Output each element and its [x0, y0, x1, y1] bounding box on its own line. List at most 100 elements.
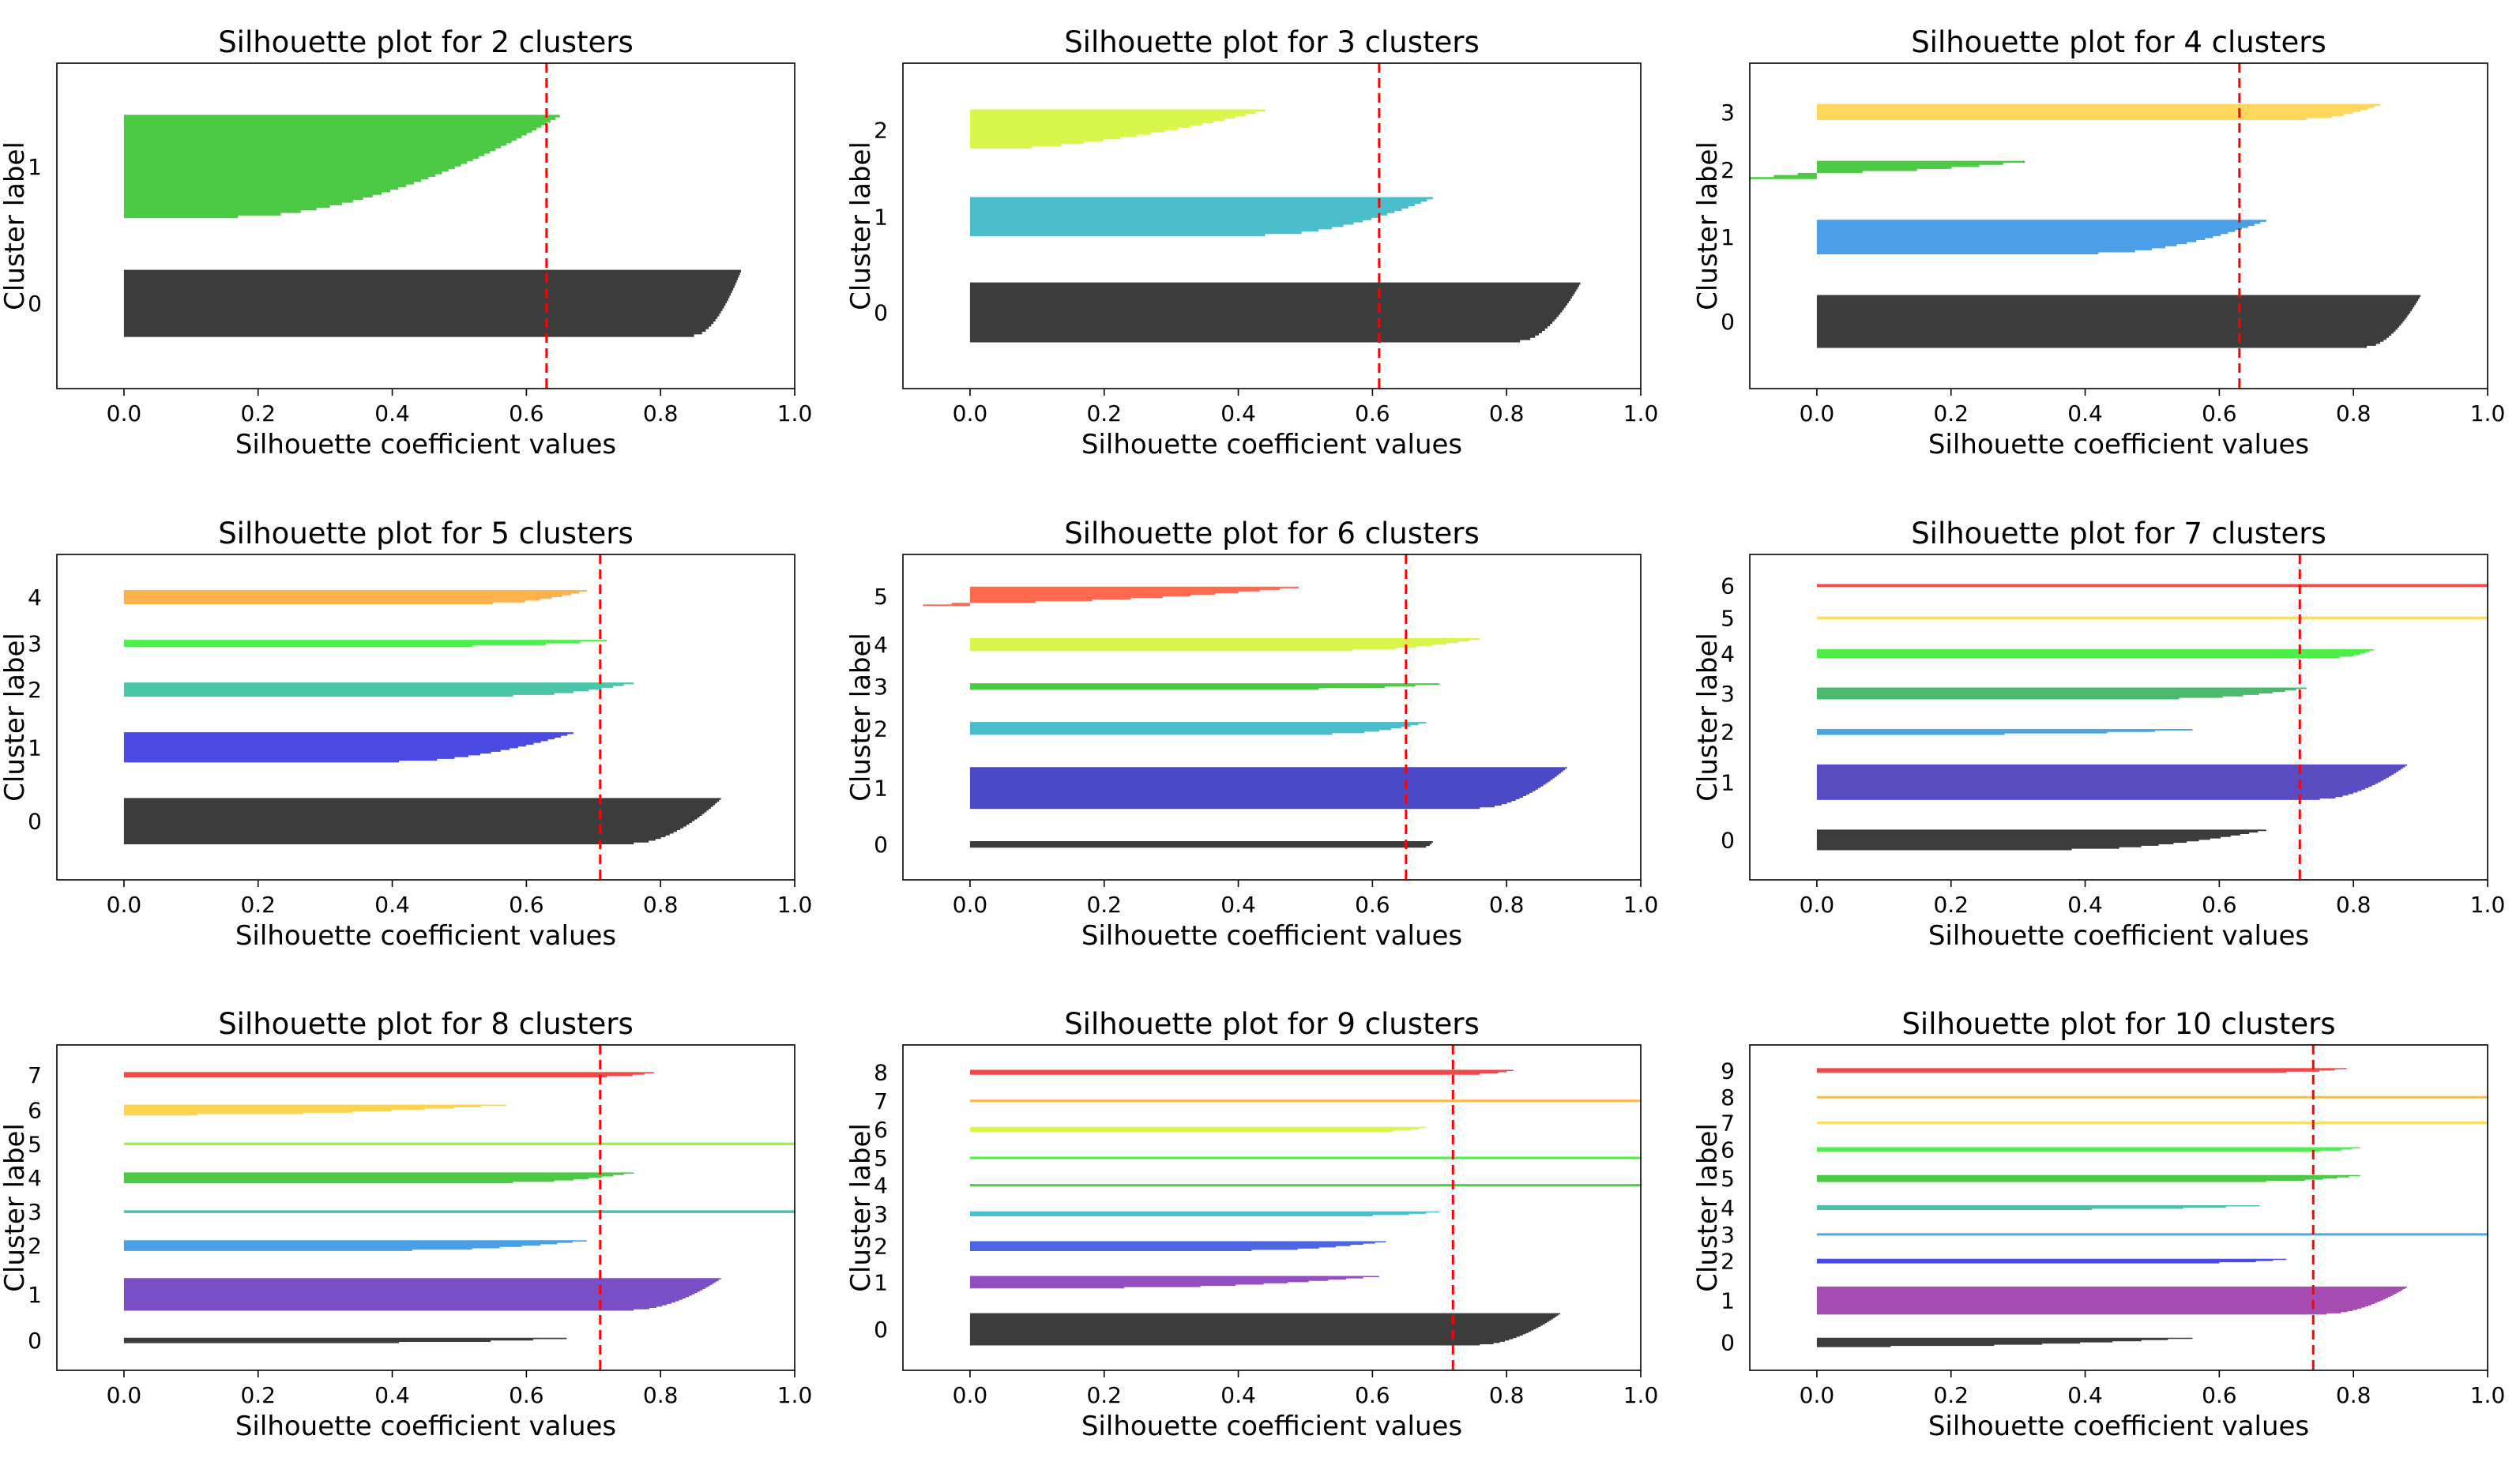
- subplot-3-clusters: 0 1 2 0.0 0.2 0.4 0.6 0.8 1.0 Silhouette plot for…: [845, 25, 1658, 460]
- bars-area: [1816, 584, 2488, 851]
- cluster-label-1: 1: [1721, 769, 1735, 795]
- axes-frame: [1749, 62, 2488, 389]
- y-axis-label: Cluster label: [1692, 141, 1724, 310]
- x-tick-label: 0.8: [1489, 1382, 1525, 1408]
- cluster-label-4: 4: [28, 1165, 42, 1191]
- cluster-6-silhouette: [123, 1104, 506, 1116]
- cluster-label-0: 0: [28, 1328, 42, 1354]
- cluster-label-0: 0: [874, 1317, 888, 1343]
- cluster-label-1: 1: [28, 735, 42, 761]
- x-tick-label: 0.2: [240, 400, 276, 426]
- cluster-label-0: 0: [1721, 1330, 1735, 1356]
- cluster-6-silhouette: [969, 1126, 1427, 1133]
- cluster-0-silhouette: [1816, 829, 2266, 851]
- x-tick-label: 0.2: [1086, 892, 1122, 918]
- axes-frame: [902, 554, 1642, 881]
- cluster-label-0: 0: [28, 809, 42, 835]
- cluster-label-8: 8: [874, 1060, 888, 1086]
- x-tick-label: 0.0: [953, 1382, 988, 1408]
- cluster-label-2: 2: [1721, 157, 1735, 183]
- axes-frame: [56, 1044, 795, 1371]
- cluster-2-silhouette: [969, 722, 1427, 735]
- cluster-2-silhouette: [1816, 1258, 2287, 1264]
- x-tick-label: 0.2: [240, 892, 276, 918]
- cluster-label-7: 7: [1721, 1110, 1735, 1137]
- cluster-label-4: 4: [28, 584, 42, 611]
- cluster-0-silhouette: [969, 1313, 1561, 1346]
- cluster-1-silhouette: [969, 1276, 1379, 1289]
- cluster-3-silhouette: [123, 1210, 795, 1213]
- cluster-label-6: 6: [1721, 1137, 1735, 1163]
- x-tick-label: 0.6: [1355, 892, 1390, 918]
- x-tick-label: 0.4: [2067, 1382, 2103, 1408]
- x-tick-label: 1.0: [1623, 400, 1659, 426]
- axes-frame: [1749, 1044, 2488, 1371]
- y-axis-label: Cluster label: [845, 1123, 877, 1292]
- cluster-3-silhouette: [1816, 103, 2381, 121]
- cluster-6-silhouette: [1816, 584, 2488, 588]
- cluster-label-2: 2: [874, 1234, 888, 1260]
- cluster-7-silhouette: [969, 1099, 1641, 1103]
- cluster-label-3: 3: [1721, 1222, 1735, 1248]
- subplot-7-clusters: 0 1 2 3 4 5 6 0.0 0.2 0.4 0.6 0.8 1.0 Silhouette plot…: [1692, 517, 2505, 952]
- cluster-0-silhouette: [969, 841, 1433, 848]
- axes-frame: [56, 62, 795, 389]
- cluster-1-silhouette: [123, 115, 560, 219]
- cluster-label-2: 2: [28, 677, 42, 703]
- subplot-title: Silhouette plot for 3 clusters: [1064, 25, 1480, 59]
- axes-frame: [56, 554, 795, 881]
- cluster-7-silhouette: [123, 1072, 654, 1078]
- x-tick-label: 0.0: [107, 400, 142, 426]
- x-tick-label: 0.4: [1221, 1382, 1256, 1408]
- y-axis-label: Cluster label: [1692, 1123, 1724, 1292]
- cluster-4-silhouette: [1816, 1205, 2260, 1210]
- x-tick-label: 1.0: [777, 1382, 813, 1408]
- x-axis-label: Silhouette coefficient values: [235, 429, 616, 460]
- x-tick-label: 0.0: [1800, 892, 1835, 918]
- subplot-title: Silhouette plot for 7 clusters: [1911, 517, 2326, 550]
- x-tick-label: 0.2: [1933, 1382, 1969, 1408]
- x-tick-label: 0.6: [2202, 400, 2237, 426]
- cluster-5-silhouette: [123, 1142, 795, 1146]
- subplot-5-clusters: 0 1 2 3 4 0.0 0.2 0.4 0.6 0.8 1.0 Silhouette plot f…: [0, 517, 812, 952]
- cluster-label-6: 6: [28, 1097, 42, 1123]
- cluster-5-silhouette: [969, 1156, 1641, 1159]
- cluster-label-1: 1: [874, 776, 888, 802]
- cluster-8-silhouette: [1816, 1095, 2488, 1099]
- cluster-label-0: 0: [874, 832, 888, 858]
- cluster-3-silhouette: [969, 683, 1440, 690]
- bars-area: [1750, 103, 2421, 348]
- cluster-2-silhouette: [969, 1241, 1386, 1252]
- cluster-label-5: 5: [1721, 1166, 1735, 1192]
- subplot-4-clusters: 0 1 2 3 0.0 0.2 0.4 0.6 0.8 1.0 Silhouette plot fo…: [1692, 25, 2505, 460]
- cluster-1-silhouette: [123, 732, 574, 763]
- cluster-label-3: 3: [1721, 100, 1735, 126]
- x-tick-label: 1.0: [777, 400, 813, 426]
- x-tick-label: 0.4: [374, 892, 410, 918]
- cluster-label-1: 1: [1721, 224, 1735, 250]
- x-tick-label: 0.2: [1933, 892, 1969, 918]
- bars-area: [123, 115, 742, 337]
- y-axis-label: Cluster label: [845, 141, 877, 310]
- x-tick-label: 0.8: [2336, 892, 2371, 918]
- cluster-2-silhouette: [1816, 728, 2193, 735]
- x-axis-label: Silhouette coefficient values: [1081, 920, 1462, 952]
- cluster-1-silhouette: [1816, 1287, 2408, 1315]
- cluster-0-silhouette: [1816, 295, 2421, 348]
- cluster-label-3: 3: [1721, 681, 1735, 707]
- cluster-label-1: 1: [1721, 1288, 1735, 1314]
- subplot-title: Silhouette plot for 9 clusters: [1064, 1007, 1480, 1041]
- cluster-label-0: 0: [1721, 827, 1735, 853]
- bars-area: [923, 586, 1567, 848]
- cluster-label-0: 0: [1721, 309, 1735, 335]
- x-axis-label: Silhouette coefficient values: [1928, 1411, 2309, 1442]
- cluster-0-silhouette: [123, 798, 721, 844]
- subplot-title: Silhouette plot for 5 clusters: [218, 517, 634, 550]
- cluster-label-4: 4: [1721, 1195, 1735, 1221]
- cluster-7-silhouette: [1816, 1122, 2488, 1125]
- cluster-1-silhouette: [969, 197, 1433, 237]
- y-axis-label: Cluster label: [845, 633, 877, 802]
- x-tick-label: 0.8: [2336, 400, 2371, 426]
